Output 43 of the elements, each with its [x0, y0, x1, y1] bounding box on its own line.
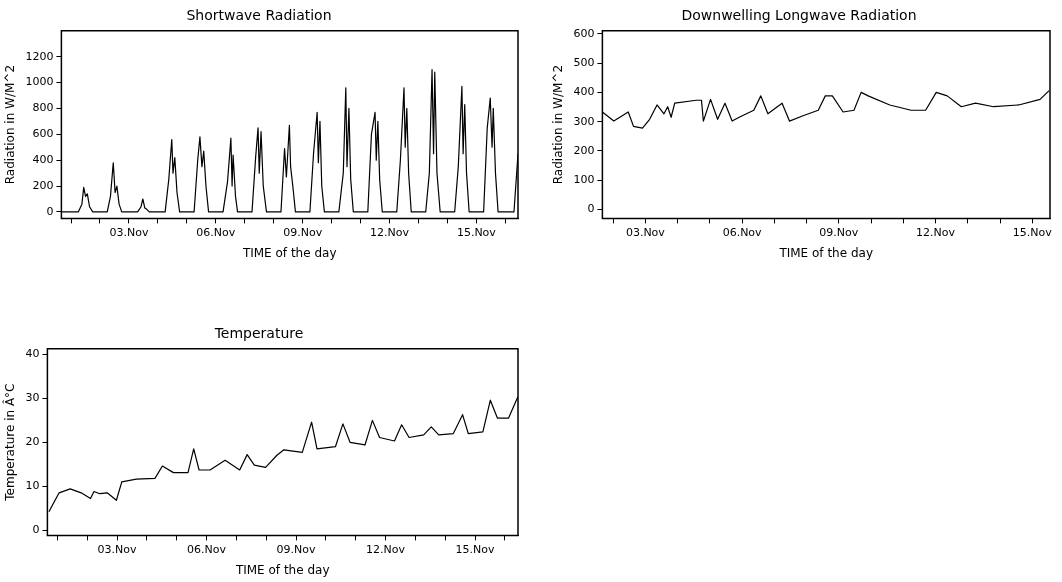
y-tick-label: 0 — [46, 204, 54, 218]
y-tick-label: 600 — [32, 127, 54, 141]
x-tick-label: 15.Nov — [456, 225, 497, 239]
y-tick-label: 400 — [573, 85, 595, 99]
x-axis-title: TIME of the day — [234, 562, 330, 577]
x-tick-label: 09.Nov — [276, 542, 317, 556]
y-tick-label: 20 — [25, 435, 40, 449]
y-tick-label: 400 — [32, 153, 54, 167]
y-tick-label: 0 — [587, 202, 595, 216]
y-tick-label: 30 — [25, 391, 40, 405]
x-tick-label: 03.Nov — [109, 225, 149, 239]
y-axis-title: Radiation in W/M^2 — [551, 64, 566, 185]
y-axis-title: Temperature in Â°C — [2, 383, 18, 502]
x-tick-label: 06.Nov — [196, 225, 236, 239]
y-tick-label: 100 — [573, 173, 595, 187]
y-tick-label: 800 — [32, 101, 54, 115]
y-axis-title: Radiation in W/M^2 — [3, 64, 18, 185]
x-tick-label: 03.Nov — [97, 542, 137, 556]
y-tick-label: 200 — [573, 143, 595, 157]
y-tick-label: 600 — [573, 26, 595, 40]
x-tick-label: 15.Nov — [455, 542, 496, 556]
x-tick-label: 12.Nov — [916, 225, 956, 239]
x-tick-label: 12.Nov — [370, 225, 410, 239]
x-axis-title: TIME of the day — [778, 245, 873, 260]
x-tick-label: 09.Nov — [283, 225, 323, 239]
y-tick-label: 10 — [25, 479, 40, 493]
chart-title: Temperature — [213, 325, 304, 342]
chart-title: Shortwave Radiation — [186, 7, 332, 24]
y-tick-label: 300 — [573, 114, 595, 128]
x-tick-label: 15.Nov — [1012, 225, 1053, 239]
chart-title: Downwelling Longwave Radiation — [681, 7, 917, 24]
y-tick-label: 0 — [32, 522, 40, 536]
x-tick-label: 06.Nov — [722, 225, 763, 239]
x-axis-title: TIME of the day — [241, 245, 337, 260]
y-tick-label: 500 — [573, 55, 595, 69]
y-tick-label: 40 — [25, 347, 40, 361]
y-tick-label: 1200 — [25, 49, 54, 63]
x-tick-label: 06.Nov — [187, 542, 227, 556]
y-tick-label: 200 — [32, 178, 54, 192]
y-tick-label: 1000 — [25, 75, 54, 89]
x-tick-label: 03.Nov — [625, 225, 666, 239]
x-tick-label: 09.Nov — [819, 225, 859, 239]
x-tick-label: 12.Nov — [366, 542, 406, 556]
